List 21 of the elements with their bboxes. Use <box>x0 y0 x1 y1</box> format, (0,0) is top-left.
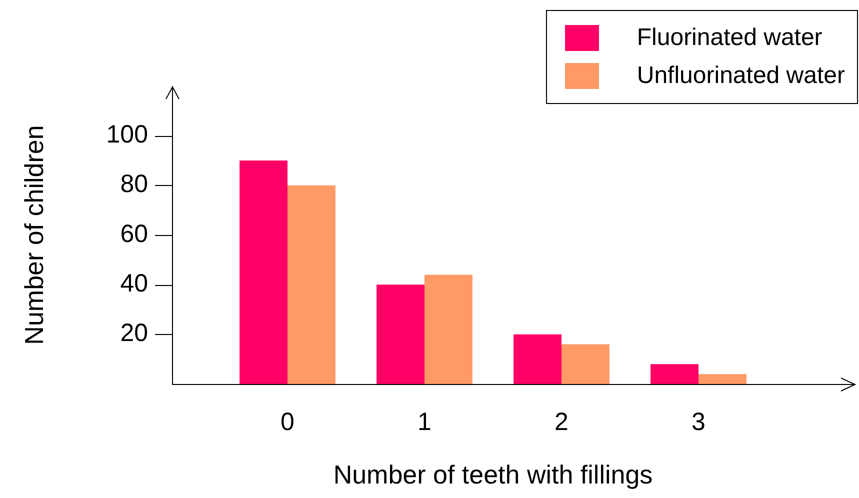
x-tick-label: 3 <box>692 408 706 436</box>
legend-label: Unfluorinated water <box>636 62 845 90</box>
bar <box>288 185 336 384</box>
bar <box>424 274 472 384</box>
bar <box>240 160 288 384</box>
y-axis-title: Number of children <box>18 125 49 345</box>
x-axis-title: Number of teeth with fillings <box>333 460 653 490</box>
y-tick-label: 100 <box>106 120 148 149</box>
bar <box>650 364 698 384</box>
bar <box>514 334 562 384</box>
x-tick-label: 0 <box>280 408 294 436</box>
bar <box>376 284 424 384</box>
x-tick-label: 2 <box>554 408 568 436</box>
x-tick-label: 1 <box>418 408 432 436</box>
bar <box>562 344 610 384</box>
legend-label: Fluorinated water <box>636 24 822 52</box>
y-tick-label: 80 <box>120 170 148 198</box>
bar <box>698 374 746 384</box>
y-tick-label: 40 <box>120 270 148 298</box>
y-tick-label: 60 <box>120 220 148 248</box>
y-tick-label: 20 <box>120 319 148 348</box>
